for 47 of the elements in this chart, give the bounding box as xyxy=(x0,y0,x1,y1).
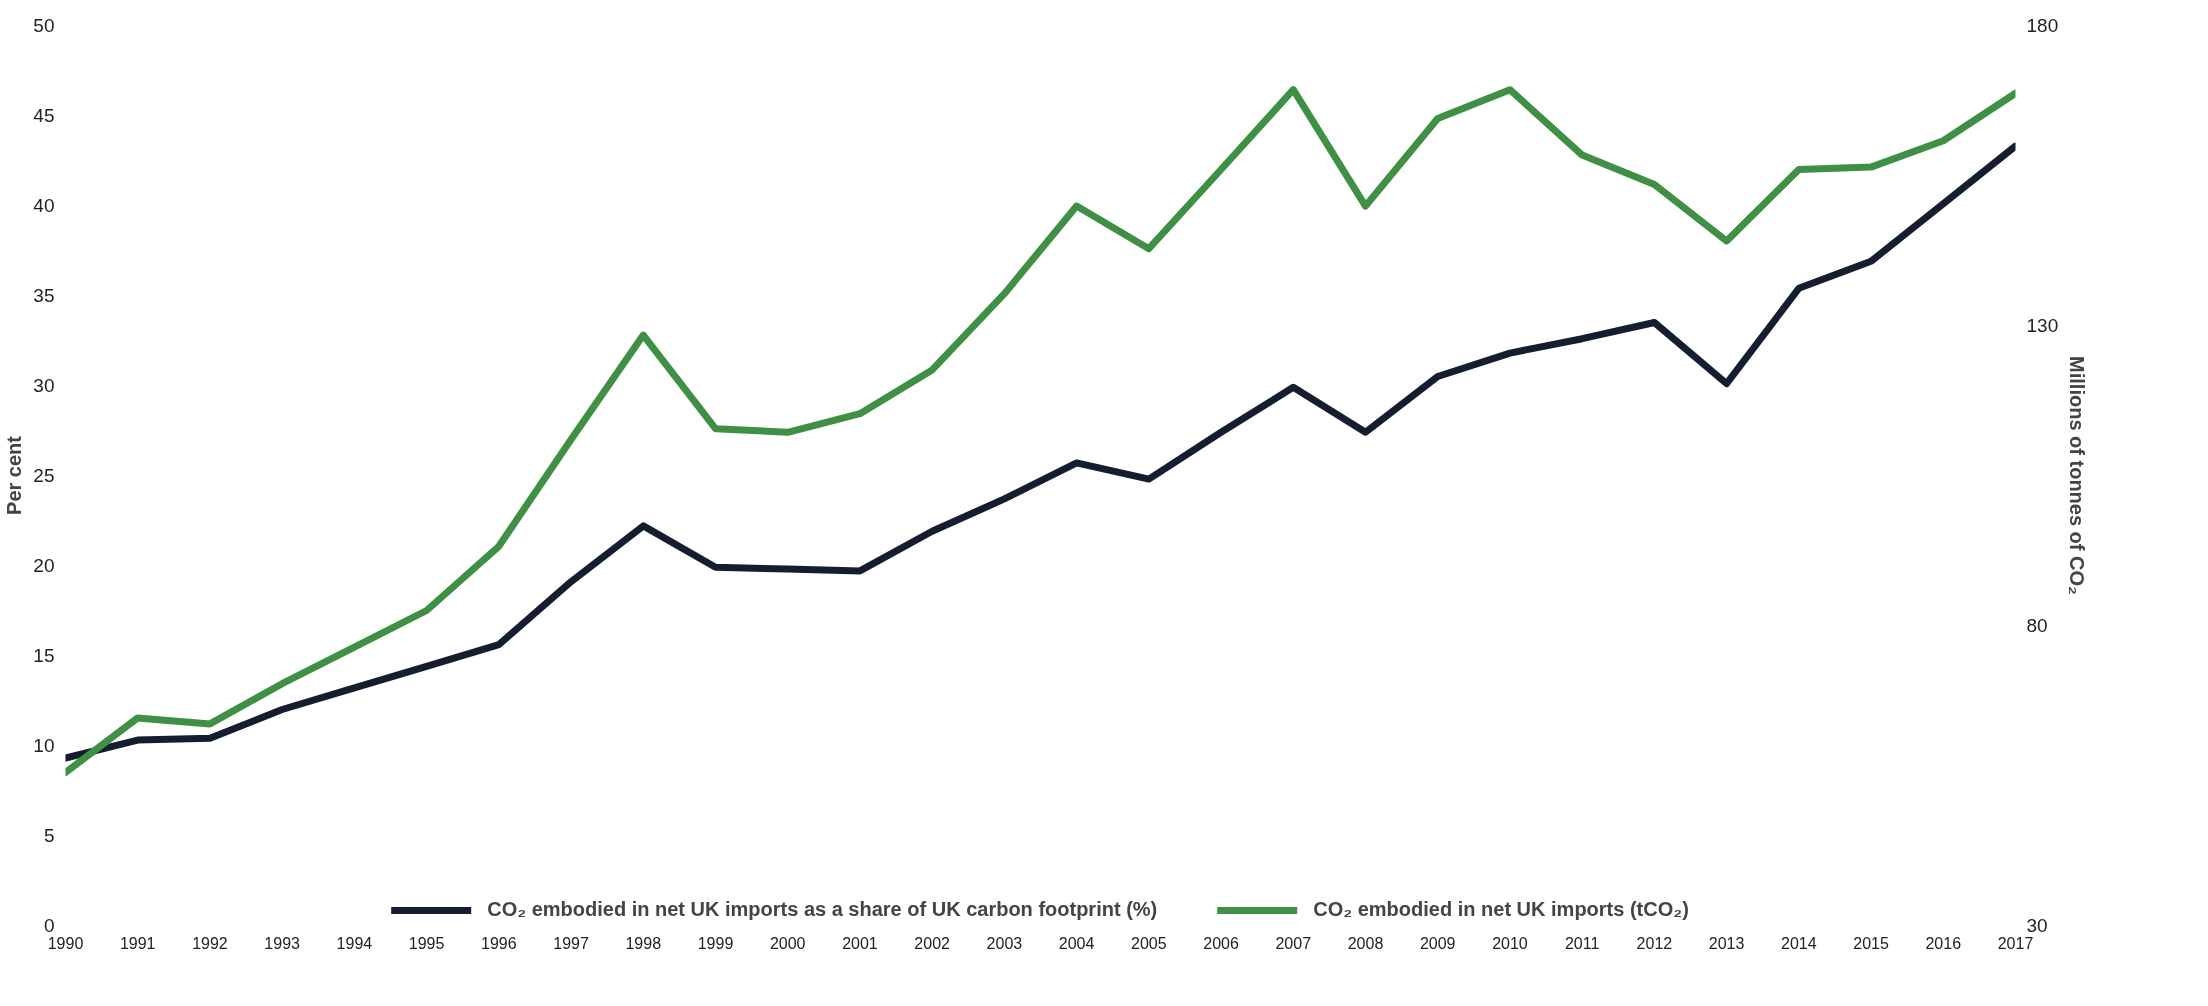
x-tick-label: 2004 xyxy=(1058,934,1095,952)
y2-axis-title: Millions of tonnes of CO₂ xyxy=(2066,356,2089,595)
y-tick-label: 10 xyxy=(33,735,55,756)
x-tick-label: 1992 xyxy=(192,934,228,952)
x-tick-label: 2007 xyxy=(1275,934,1312,952)
y-tick-label: 50 xyxy=(33,15,55,36)
y2-tick-label: 130 xyxy=(2026,315,2059,336)
x-tick-label: 1993 xyxy=(264,934,301,952)
x-tick-label: 2002 xyxy=(914,934,951,952)
y-tick-label: 30 xyxy=(33,375,55,396)
x-tick-label: 2003 xyxy=(986,934,1023,952)
x-tick-label: 2009 xyxy=(1419,934,1456,952)
x-tick-label: 1998 xyxy=(625,934,662,952)
y-axis-title: Per cent xyxy=(3,435,26,515)
x-tick-label: 1997 xyxy=(553,934,589,952)
y-tick-label: 45 xyxy=(33,105,55,126)
y-tick-label: 0 xyxy=(43,915,55,936)
x-tick-label: 1995 xyxy=(408,934,445,952)
x-tick-label: 2005 xyxy=(1131,934,1167,952)
x-tick-label: 2017 xyxy=(1997,934,2034,952)
x-tick-label: 1991 xyxy=(119,934,156,952)
x-tick-label: 2006 xyxy=(1203,934,1239,952)
y-tick-label: 40 xyxy=(33,195,55,216)
x-tick-label: 2016 xyxy=(1925,934,1962,952)
y2-tick-label: 80 xyxy=(2026,615,2048,636)
x-tick-label: 2015 xyxy=(1853,934,1889,952)
x-tick-label: 2014 xyxy=(1781,934,1817,952)
x-tick-label: 2011 xyxy=(1564,934,1600,952)
x-tick-label: 2000 xyxy=(769,934,806,952)
x-tick-label: 2010 xyxy=(1492,934,1528,952)
x-tick-label: 2012 xyxy=(1636,934,1673,952)
y-tick-label: 35 xyxy=(33,285,55,306)
y-tick-label: 20 xyxy=(33,555,55,576)
x-tick-label: 1996 xyxy=(481,934,517,952)
y2-tick-label: 180 xyxy=(2026,15,2059,36)
x-tick-label: 2001 xyxy=(842,934,878,952)
x-tick-label: 1990 xyxy=(47,934,84,952)
y2-tick-label: 30 xyxy=(2026,915,2048,936)
legend-label: CO₂ embodied in net UK imports as a share of UK carbon footprint (%) xyxy=(487,898,1158,921)
y-tick-label: 5 xyxy=(43,825,55,846)
x-tick-label: 1994 xyxy=(336,934,373,952)
y-tick-label: 25 xyxy=(33,465,55,486)
x-tick-label: 2008 xyxy=(1347,934,1384,952)
legend-label: CO₂ embodied in net UK imports (tCO₂) xyxy=(1313,898,1689,921)
y-tick-label: 15 xyxy=(33,645,55,666)
x-tick-label: 2013 xyxy=(1708,934,1745,952)
x-tick-label: 1999 xyxy=(697,934,734,952)
